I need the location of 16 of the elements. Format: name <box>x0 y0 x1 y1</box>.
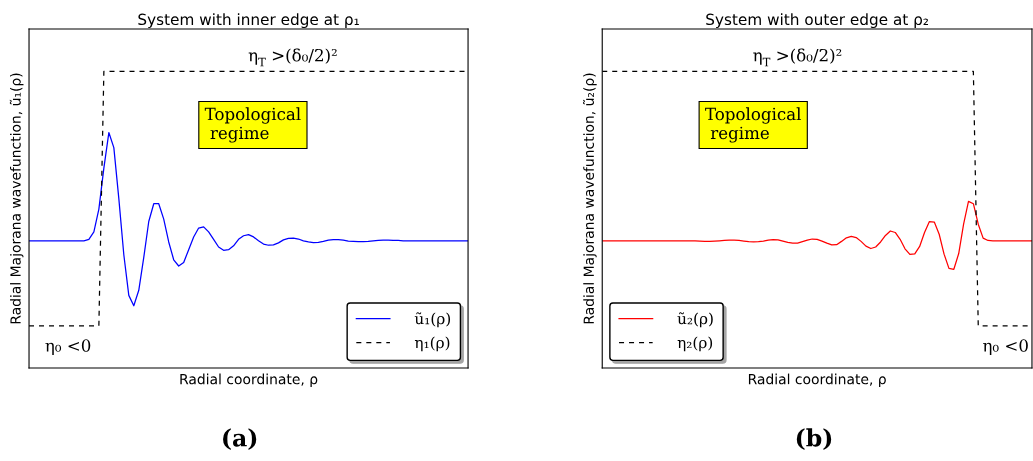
annotation: Topological regime <box>204 107 301 143</box>
legend-label: η₂(ρ) <box>677 336 713 352</box>
chart-title: System with inner edge at ρ₁ <box>138 13 359 29</box>
y-axis-title: Radial Majorana wavefunction, ũ₁(ρ) <box>9 73 24 324</box>
chart-title: System with outer edge at ρ₂ <box>706 13 929 29</box>
y-axis-title: Radial Majorana wavefunction, ũ₂(ρ) <box>583 73 597 324</box>
legend-label: ũ₂(ρ) <box>677 312 713 328</box>
x-axis-title: Radial coordinate, ρ <box>180 373 318 388</box>
annotation: η₀ <0 <box>45 339 91 356</box>
legend-label: ũ₁(ρ) <box>414 312 451 328</box>
text: (b) <box>796 428 832 450</box>
legend-label: η₁(ρ) <box>414 336 450 352</box>
text: (a) <box>223 428 257 450</box>
x-axis-title: Radial coordinate, ρ <box>748 373 886 388</box>
annotation: η₀ <0 <box>983 339 1028 356</box>
annotation: Topological regime <box>705 107 801 143</box>
